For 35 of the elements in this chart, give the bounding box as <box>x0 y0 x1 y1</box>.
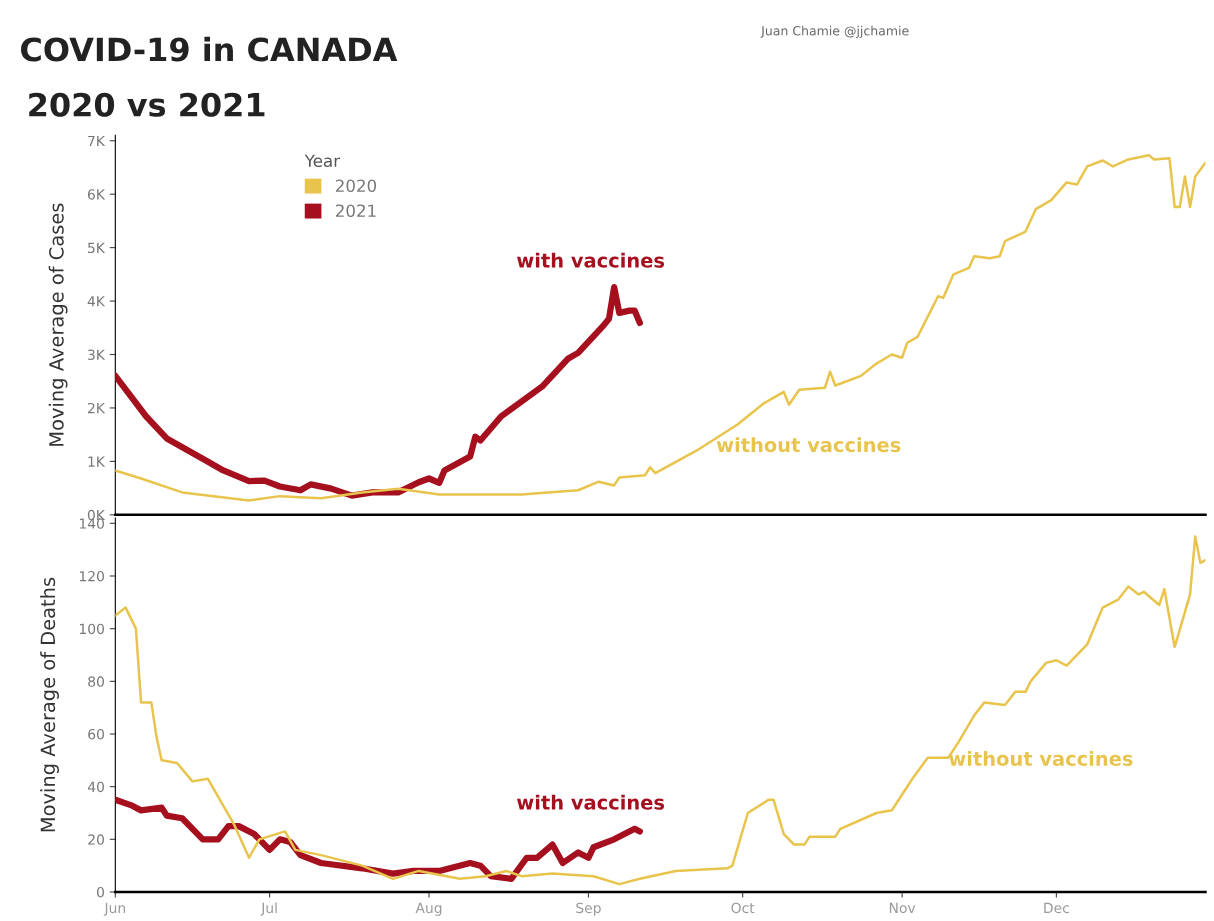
chart-title: COVID-19 in CANADA <box>21 36 398 62</box>
legend-label: 2020 <box>335 179 377 193</box>
y-tick-label: 60 <box>88 728 104 740</box>
x-tick-label: Sep <box>576 902 601 916</box>
x-tick-label: Nov <box>889 902 916 914</box>
x-tick-label: Jul <box>260 902 277 916</box>
chart-subtitle: 2020 vs 2021 <box>29 92 265 117</box>
x-tick-label: Jun <box>103 902 125 916</box>
y-axis-title: Moving Average of Deaths <box>40 577 59 832</box>
y-tick-label: 6K <box>87 189 106 200</box>
y-axis-title: Moving Average of Cases <box>48 203 68 446</box>
x-tick-label: Aug <box>415 902 442 916</box>
y-tick-label: 4K <box>87 296 106 307</box>
y-tick-label: 80 <box>88 676 104 687</box>
y-tick-label: 120 <box>79 570 104 582</box>
y-tick-label: 0 <box>96 886 104 898</box>
annotation: without vaccines <box>716 437 901 453</box>
y-tick-label: 20 <box>88 834 104 845</box>
y-tick-label: 1K <box>88 456 106 467</box>
y-tick-label: 40 <box>87 781 104 793</box>
text: Juan Chamie @jjchamie <box>760 25 909 38</box>
line-series <box>115 153 1206 502</box>
annotation: with vaccines <box>517 794 665 810</box>
legend-title: Year <box>304 154 341 168</box>
x-tick-label: Dec <box>1044 902 1069 914</box>
y-tick-label: 5K <box>88 242 106 254</box>
annotation: with vaccines <box>517 252 665 268</box>
y-tick-label: 7K <box>88 135 106 147</box>
annotation: without vaccines <box>948 750 1133 767</box>
y-tick-label: 3K <box>88 349 106 360</box>
legend-label: 2021 <box>335 204 376 218</box>
line-series <box>115 535 1206 886</box>
y-tick-label: 100 <box>79 623 104 635</box>
x-tick-label: Oct <box>731 902 755 914</box>
y-tick-label: 2K <box>87 402 106 414</box>
